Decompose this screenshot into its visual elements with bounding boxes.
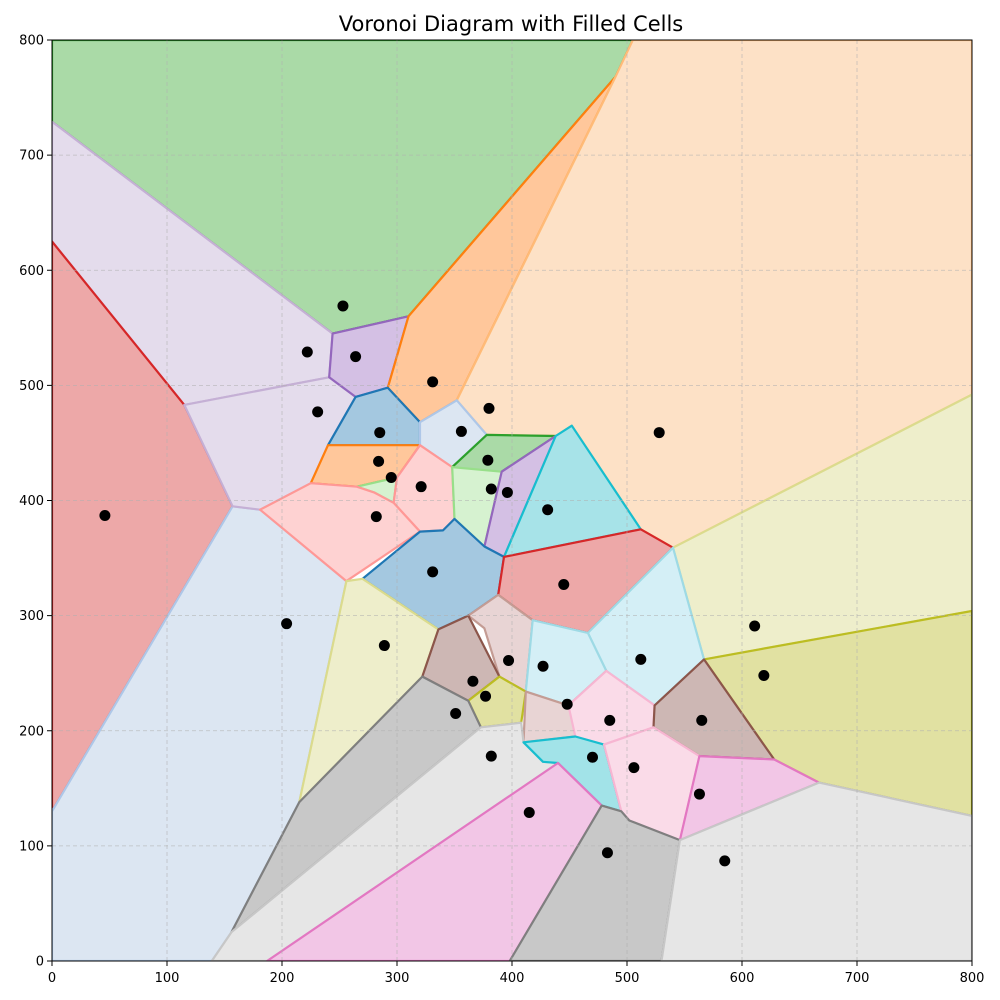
seed-point	[378, 640, 390, 652]
seed-point	[653, 427, 665, 439]
seed-point	[485, 483, 497, 495]
seed-point	[350, 351, 362, 363]
y-tick-label: 400	[19, 494, 44, 509]
x-tick-label: 400	[500, 971, 525, 986]
seed-point	[542, 504, 554, 516]
seed-point	[450, 707, 462, 719]
seed-point	[558, 579, 570, 591]
x-tick-label: 300	[385, 971, 410, 986]
chart-title: Voronoi Diagram with Filled Cells	[339, 12, 684, 36]
x-tick-label: 700	[845, 971, 870, 986]
seed-point	[99, 509, 111, 521]
seed-point	[281, 618, 293, 630]
seed-point	[601, 847, 613, 859]
x-tick-label: 600	[730, 971, 755, 986]
seed-point	[604, 714, 616, 726]
y-tick-label: 300	[19, 609, 44, 624]
x-axis-ticks: 0 100 200 300 400 500 600 700 800	[48, 961, 985, 986]
seed-point	[503, 655, 515, 667]
voronoi-cells	[52, 40, 972, 961]
seed-point	[467, 675, 479, 687]
seed-point	[312, 406, 324, 418]
seed-point	[719, 855, 731, 867]
y-tick-label: 100	[19, 839, 44, 854]
seed-point	[635, 653, 647, 665]
seed-point	[696, 714, 708, 726]
seed-point	[370, 511, 382, 523]
y-tick-label: 0	[36, 955, 44, 970]
voronoi-cell	[230, 675, 482, 934]
y-axis-ticks: 0 100 200 300 400 500 600 700 800	[19, 34, 52, 970]
y-tick-label: 800	[19, 34, 44, 49]
seed-point	[501, 486, 513, 498]
seed-point	[483, 402, 495, 414]
seed-point	[373, 455, 385, 467]
seed-point	[523, 806, 535, 818]
seed-point	[587, 751, 598, 763]
y-tick-label: 600	[19, 264, 44, 279]
x-tick-label: 200	[270, 971, 295, 986]
seed-point	[415, 481, 427, 493]
seed-point	[455, 425, 467, 437]
seed-point	[385, 471, 397, 483]
seed-point	[301, 346, 313, 358]
seed-point	[427, 566, 439, 578]
seed-point	[749, 620, 761, 632]
y-tick-label: 500	[19, 379, 44, 394]
seed-point	[561, 698, 573, 710]
x-tick-label: 500	[615, 971, 640, 986]
x-tick-label: 0	[48, 971, 56, 986]
data-points	[99, 300, 770, 867]
x-tick-label: 100	[155, 971, 180, 986]
y-tick-label: 700	[19, 149, 44, 164]
seed-point	[427, 376, 439, 388]
voronoi-cell	[508, 804, 682, 961]
seed-point	[374, 427, 386, 439]
seed-point	[485, 750, 497, 762]
y-tick-label: 200	[19, 724, 44, 739]
seed-point	[628, 762, 640, 774]
voronoi-cell	[660, 781, 972, 961]
voronoi-cell	[259, 482, 422, 583]
seed-point	[537, 660, 549, 672]
seed-point	[758, 669, 770, 681]
seed-point	[482, 454, 494, 466]
seed-point	[337, 300, 349, 312]
seed-point	[693, 788, 705, 800]
seed-point	[480, 690, 492, 702]
x-tick-label: 800	[960, 971, 985, 986]
